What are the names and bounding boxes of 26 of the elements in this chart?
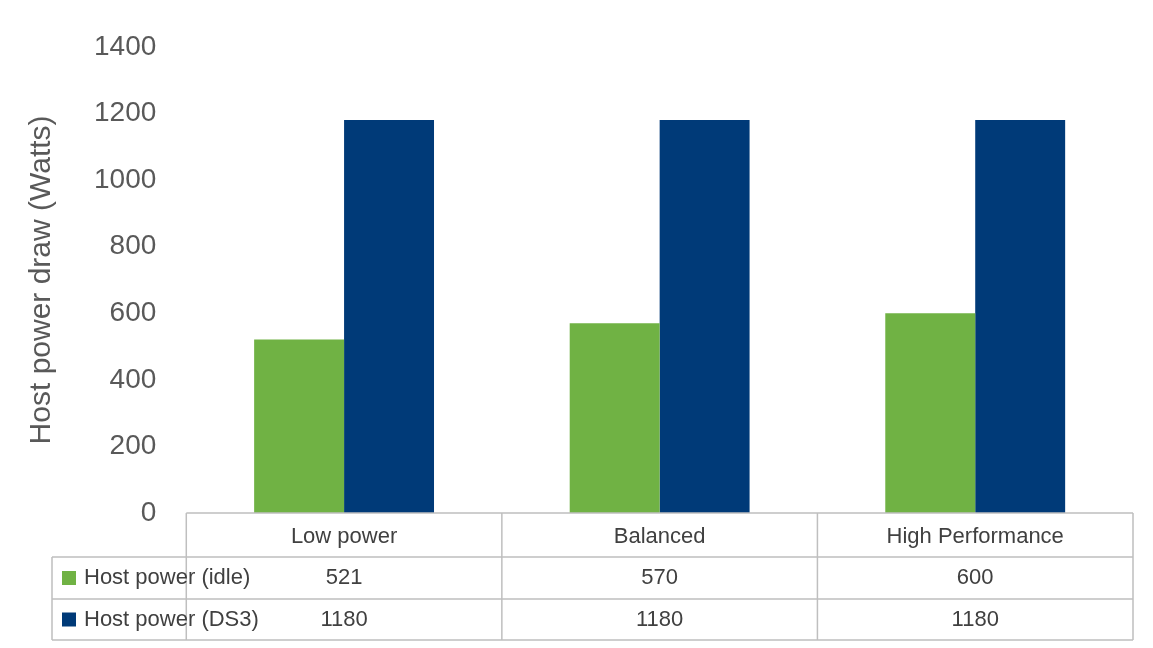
bar (344, 120, 435, 513)
y-axis-title: Host power draw (Watts) (23, 115, 57, 445)
bar (659, 120, 750, 513)
bar (254, 339, 345, 513)
x-tick-label: Low power (290, 523, 398, 549)
legend-label: Host power (DS3) (84, 605, 259, 631)
legend-label: Host power (idle) (84, 564, 251, 590)
y-tick-label: 200 (109, 429, 157, 461)
y-tick-label: 600 (109, 295, 157, 327)
data-label: 570 (641, 564, 678, 590)
y-tick-label: 1000 (93, 162, 157, 194)
x-tick-label: Balanced (613, 523, 706, 549)
y-tick-label: 400 (109, 362, 157, 394)
bar (975, 120, 1066, 513)
data-label: 521 (325, 564, 363, 590)
bar (885, 313, 976, 513)
y-tick-label: 1400 (93, 29, 157, 61)
data-label: 1180 (320, 605, 368, 631)
bar (569, 323, 660, 513)
data-label: 1180 (635, 605, 684, 631)
x-tick-label: High Performance (886, 523, 1064, 549)
y-tick-label: 1200 (93, 96, 157, 128)
data-label: 600 (956, 564, 994, 590)
y-tick-label: 0 (140, 495, 157, 527)
data-label: 1180 (951, 605, 999, 631)
y-tick-label: 800 (109, 229, 157, 261)
